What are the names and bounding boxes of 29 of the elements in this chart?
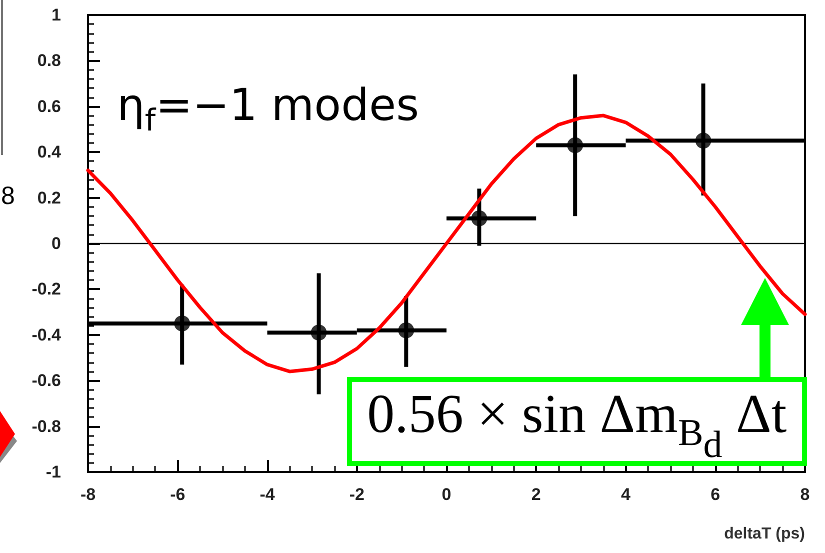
point xyxy=(398,322,414,338)
x-tick-label: -8 xyxy=(80,485,96,504)
y-tick-label: 0.2 xyxy=(37,188,61,208)
y-tick-label: 0.8 xyxy=(37,51,61,70)
y-tick-label: 1 xyxy=(52,6,61,24)
x-axis-title: deltaT (ps) xyxy=(724,526,805,542)
point xyxy=(567,137,584,154)
point xyxy=(310,324,327,341)
y-tick-label: -0.2 xyxy=(32,280,61,299)
y-tick-label: -1 xyxy=(46,462,61,482)
x-tick-label: 6 xyxy=(710,485,720,504)
y-tick-label: 0.4 xyxy=(37,142,62,162)
x-tick-label: -2 xyxy=(349,485,364,504)
x-tick-label: 4 xyxy=(621,485,632,504)
y-tick-label: -0.6 xyxy=(32,371,61,390)
x-tick-label: -4 xyxy=(260,485,276,504)
x-tick-label: 0 xyxy=(442,485,452,504)
x-tick-label: 8 xyxy=(800,485,810,504)
point xyxy=(471,210,488,226)
y-tick-label: 0.6 xyxy=(37,96,61,116)
text: 8 xyxy=(1,182,15,210)
annotation: η$_{f}$=−1 modes xyxy=(117,80,420,138)
x-tick-label: 2 xyxy=(531,485,541,504)
y-tick-label: 0 xyxy=(52,234,61,253)
y-tick-label: -0.8 xyxy=(32,416,61,436)
y-tick-label: -0.4 xyxy=(32,325,62,344)
point xyxy=(174,315,190,332)
x-tick-label: -6 xyxy=(170,485,186,504)
point xyxy=(695,132,712,149)
